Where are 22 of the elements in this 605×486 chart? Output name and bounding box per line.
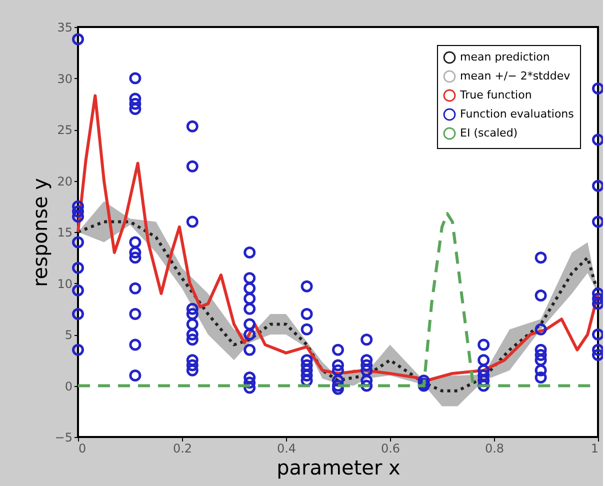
x-tick-label: 0: [78, 442, 86, 456]
legend-label: mean +/− 2*stddev: [460, 70, 571, 82]
y-tick-label: 15: [57, 226, 72, 240]
x-tick-label: 0.4: [276, 442, 296, 456]
x-tick-label: 0.8: [484, 442, 504, 456]
legend-label: True function: [459, 88, 532, 102]
legend-label: Function evaluations: [460, 108, 574, 120]
y-tick-label: 0: [64, 379, 72, 394]
x-tick-label: 0.2: [172, 442, 192, 456]
y-tick-label: 20: [57, 174, 72, 188]
y-tick-label: 25: [57, 123, 72, 137]
legend-label: EI (scaled): [460, 126, 518, 140]
y-tick-label: 10: [57, 276, 72, 291]
x-axis-title: parameter x: [276, 456, 401, 480]
y-axis-title: response y: [28, 178, 52, 288]
x-tick-label: 0.6: [380, 442, 400, 456]
legend-label: mean prediction: [460, 50, 550, 64]
x-tick-label: 1: [590, 442, 598, 456]
y-tick-label: 30: [57, 72, 72, 86]
y-tick-label: 35: [57, 20, 72, 34]
y-tick-label: 5: [64, 328, 72, 342]
y-tick-label: −5: [54, 430, 72, 444]
